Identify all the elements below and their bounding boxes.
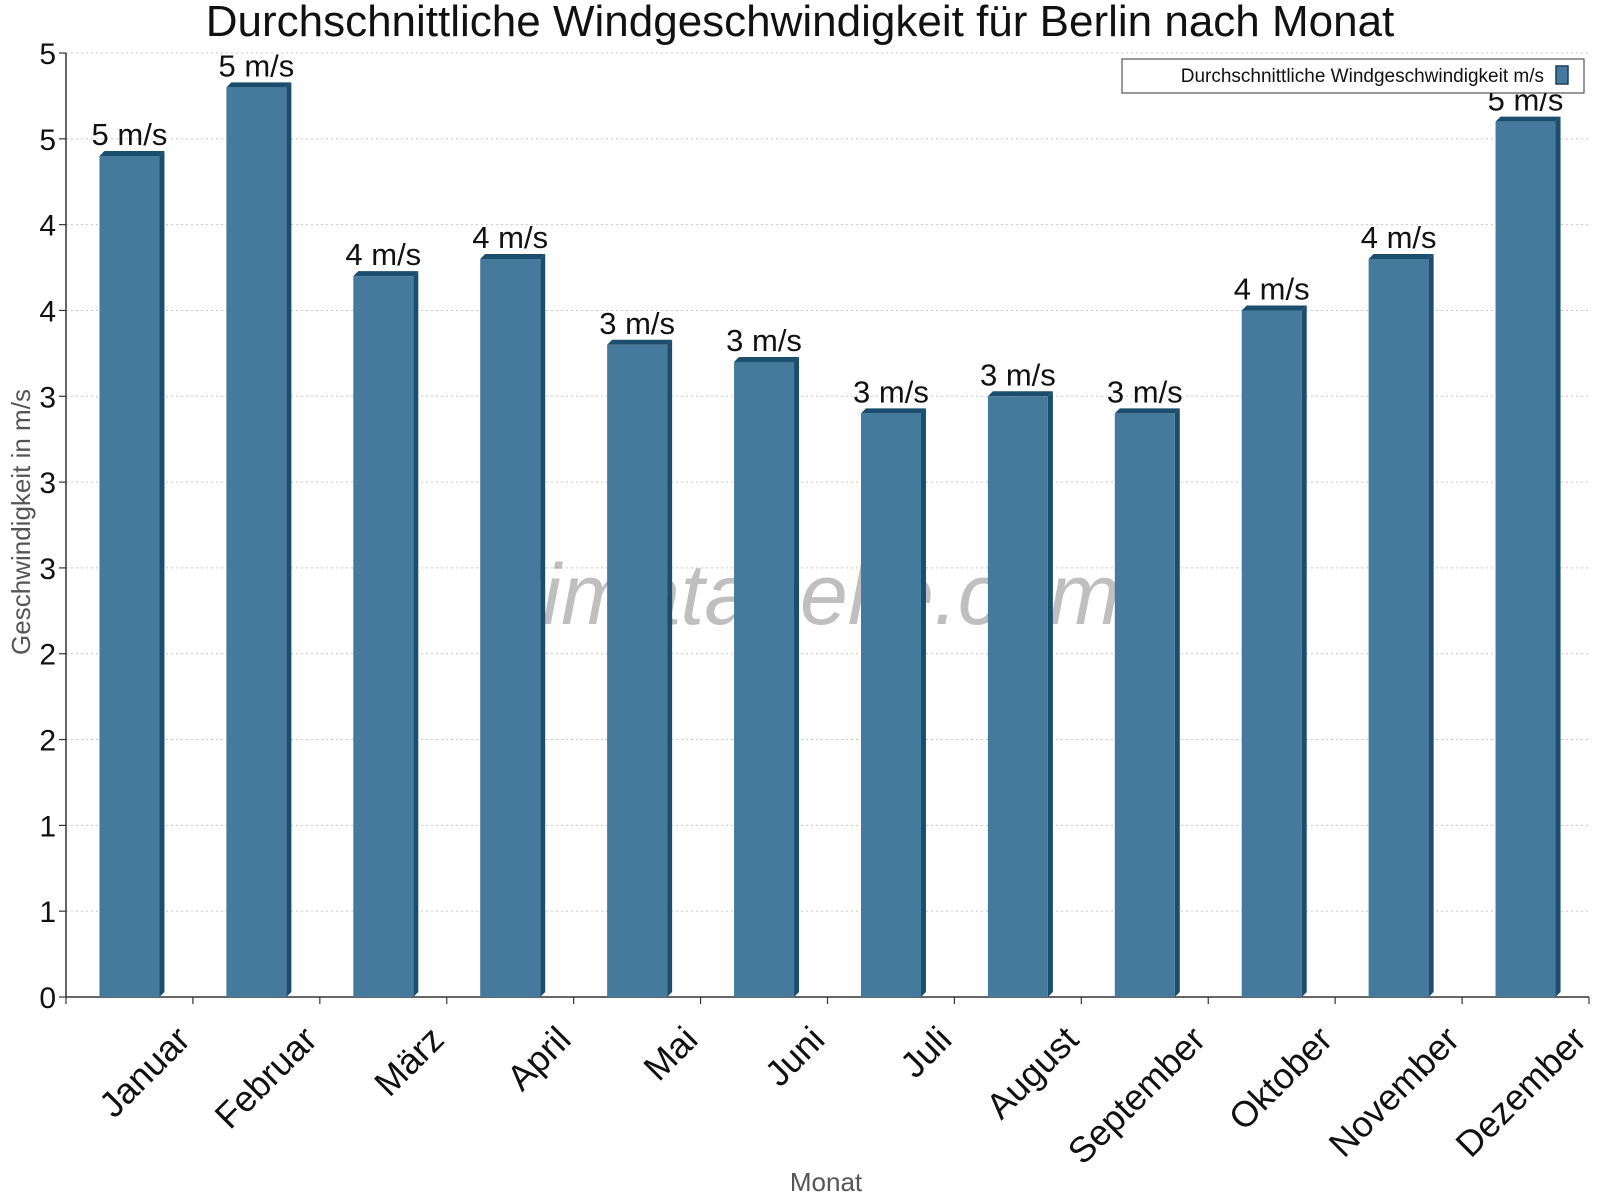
bar-side-face bbox=[159, 150, 165, 997]
y-tick-label: 3 bbox=[39, 381, 56, 414]
grid-lines bbox=[66, 52, 1589, 912]
x-axis-title: Monat bbox=[790, 1167, 863, 1197]
bar bbox=[1495, 116, 1561, 998]
bar-top-face bbox=[1495, 116, 1561, 122]
legend-swatch bbox=[1555, 65, 1569, 85]
bar bbox=[734, 356, 800, 998]
y-tick-label: 3 bbox=[39, 553, 56, 586]
bar-side-face bbox=[413, 271, 419, 997]
data-label: 4 m/s bbox=[1361, 220, 1437, 255]
x-tick-label: Juni bbox=[757, 1018, 833, 1094]
bars bbox=[99, 82, 1561, 998]
bar-top-face bbox=[1241, 305, 1307, 311]
bar-front-face bbox=[734, 361, 795, 998]
chart-title: Durchschnittliche Windgeschwindigkeit fü… bbox=[206, 0, 1395, 46]
bar-top-face bbox=[99, 150, 165, 156]
bar-top-face bbox=[353, 271, 419, 277]
y-tick-label: 2 bbox=[39, 639, 56, 672]
data-label: 4 m/s bbox=[345, 237, 421, 272]
y-tick-label: 1 bbox=[39, 896, 56, 929]
bar-front-face bbox=[353, 276, 414, 997]
bar bbox=[1114, 408, 1180, 997]
bar-front-face bbox=[1241, 310, 1302, 997]
y-axis-title: Geschwindigkeit in m/s bbox=[6, 389, 36, 655]
bar-side-face bbox=[1047, 391, 1053, 998]
bar-front-face bbox=[860, 413, 921, 997]
y-tick-label: 1 bbox=[39, 810, 56, 843]
bar bbox=[226, 82, 292, 997]
bar bbox=[860, 408, 926, 997]
data-label: 3 m/s bbox=[853, 374, 929, 409]
bar-side-face bbox=[1555, 116, 1561, 998]
y-tick-label: 5 bbox=[39, 124, 56, 157]
data-label: 3 m/s bbox=[980, 357, 1056, 392]
bar-top-face bbox=[1114, 408, 1180, 414]
x-tick-label: November bbox=[1321, 1018, 1467, 1164]
bar-side-face bbox=[1174, 408, 1180, 997]
y-tick-label: 2 bbox=[39, 725, 56, 758]
bar-top-face bbox=[860, 408, 926, 414]
x-tick-label: Dezember bbox=[1447, 1018, 1593, 1164]
bar bbox=[1368, 253, 1434, 998]
bar-side-face bbox=[1301, 305, 1307, 997]
x-tick-label: April bbox=[499, 1018, 579, 1098]
data-label: 5 m/s bbox=[218, 48, 294, 83]
x-tick-label: August bbox=[978, 1018, 1086, 1126]
y-tick-label: 3 bbox=[39, 467, 56, 500]
bar bbox=[987, 391, 1053, 998]
bar bbox=[1241, 305, 1307, 997]
bar-front-face bbox=[226, 87, 287, 997]
x-tick-label: Februar bbox=[207, 1018, 325, 1136]
data-label: 3 m/s bbox=[1107, 374, 1183, 409]
y-tick-label: 4 bbox=[39, 210, 56, 243]
y-tick-label: 5 bbox=[39, 38, 56, 71]
data-label: 4 m/s bbox=[472, 220, 548, 255]
bar-front-face bbox=[1114, 413, 1175, 997]
bar bbox=[353, 271, 419, 997]
bar-front-face bbox=[1495, 121, 1556, 998]
bar-top-face bbox=[480, 253, 546, 259]
legend-box bbox=[1121, 58, 1585, 94]
bar-side-face bbox=[540, 253, 546, 998]
bar bbox=[607, 339, 673, 997]
bar-top-face bbox=[987, 391, 1053, 397]
bar-front-face bbox=[987, 396, 1048, 998]
x-tick-label: Oktober bbox=[1220, 1018, 1340, 1138]
bar-side-face bbox=[1428, 253, 1434, 998]
bar bbox=[480, 253, 546, 998]
x-tick-label: Juli bbox=[892, 1018, 959, 1085]
y-tick-label: 4 bbox=[39, 295, 56, 328]
bar-top-face bbox=[226, 82, 292, 88]
bar-side-face bbox=[286, 82, 292, 997]
data-label: 5 m/s bbox=[92, 117, 168, 152]
bar-front-face bbox=[99, 155, 160, 997]
bar-top-face bbox=[734, 356, 800, 362]
x-tick-label: September bbox=[1060, 1018, 1214, 1172]
bar-front-face bbox=[480, 258, 541, 997]
data-label: 4 m/s bbox=[1234, 271, 1310, 306]
x-tick-label: Januar bbox=[91, 1018, 198, 1125]
legend: Durchschnittliche Windgeschwindigkeit m/… bbox=[1121, 58, 1585, 94]
legend-label: Durchschnittliche Windgeschwindigkeit m/… bbox=[1181, 66, 1544, 87]
bar-side-face bbox=[667, 339, 673, 997]
data-labels: 5 m/s 5 m/s 4 m/s 4 m/s 3 m/s 3 m/s 3 m/s 3 m/s… bbox=[92, 48, 1564, 409]
data-label: 3 m/s bbox=[726, 323, 802, 358]
bar-top-face bbox=[1368, 253, 1434, 259]
x-tick-label: März bbox=[366, 1018, 452, 1104]
x-tick-label: Mai bbox=[635, 1018, 705, 1088]
bar-side-face bbox=[920, 408, 926, 997]
bar-front-face bbox=[607, 344, 668, 997]
bar-side-face bbox=[794, 356, 800, 998]
data-label: 3 m/s bbox=[599, 306, 675, 341]
y-tick-label: 0 bbox=[39, 982, 56, 1015]
bar-front-face bbox=[1368, 258, 1429, 997]
bar bbox=[99, 150, 165, 997]
bar-top-face bbox=[607, 339, 673, 345]
